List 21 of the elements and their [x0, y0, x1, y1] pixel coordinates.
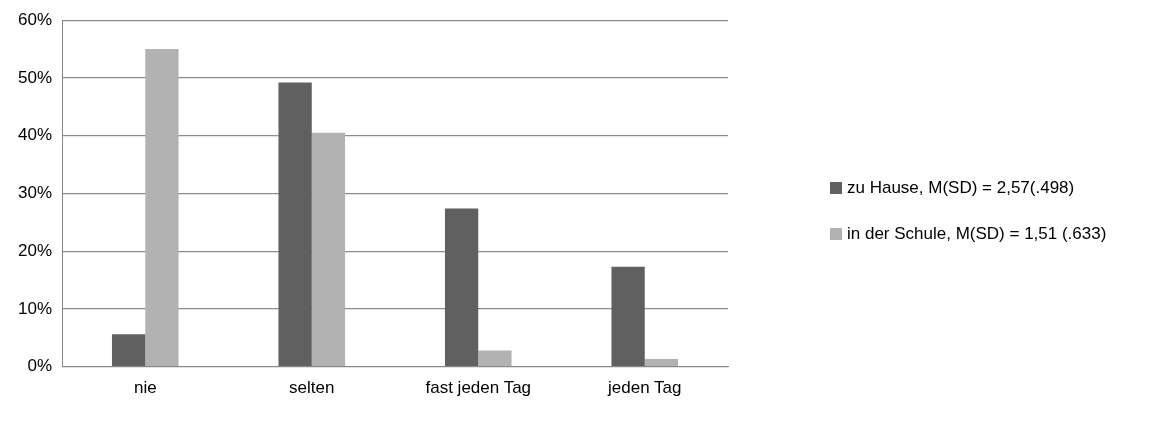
- bar: [644, 359, 679, 366]
- bar: [444, 208, 479, 366]
- y-tick-label: 10%: [17, 298, 53, 318]
- bar: [311, 132, 346, 366]
- bar: [278, 82, 312, 366]
- bar: [145, 49, 179, 366]
- y-tick-label: 50%: [17, 67, 53, 87]
- x-tick-label: fast jeden Tag: [425, 378, 532, 398]
- x-tick-label: nie: [133, 378, 157, 398]
- y-tick-label: 0%: [27, 356, 53, 376]
- y-tick-label: 40%: [17, 125, 53, 145]
- bar: [478, 350, 512, 366]
- y-tick-label: 30%: [17, 183, 53, 203]
- y-tick-label: 60%: [17, 9, 53, 29]
- legend-label: in der Schule, M(SD) = 1,51 (.633): [847, 223, 1107, 244]
- y-tick-label: 20%: [17, 240, 53, 260]
- x-tick-label: jeden Tag: [607, 378, 682, 398]
- x-tick-label: selten: [289, 378, 335, 398]
- legend-label: zu Hause, M(SD) = 2,57(.498): [847, 177, 1075, 198]
- bar: [611, 266, 645, 366]
- bar: [111, 334, 146, 366]
